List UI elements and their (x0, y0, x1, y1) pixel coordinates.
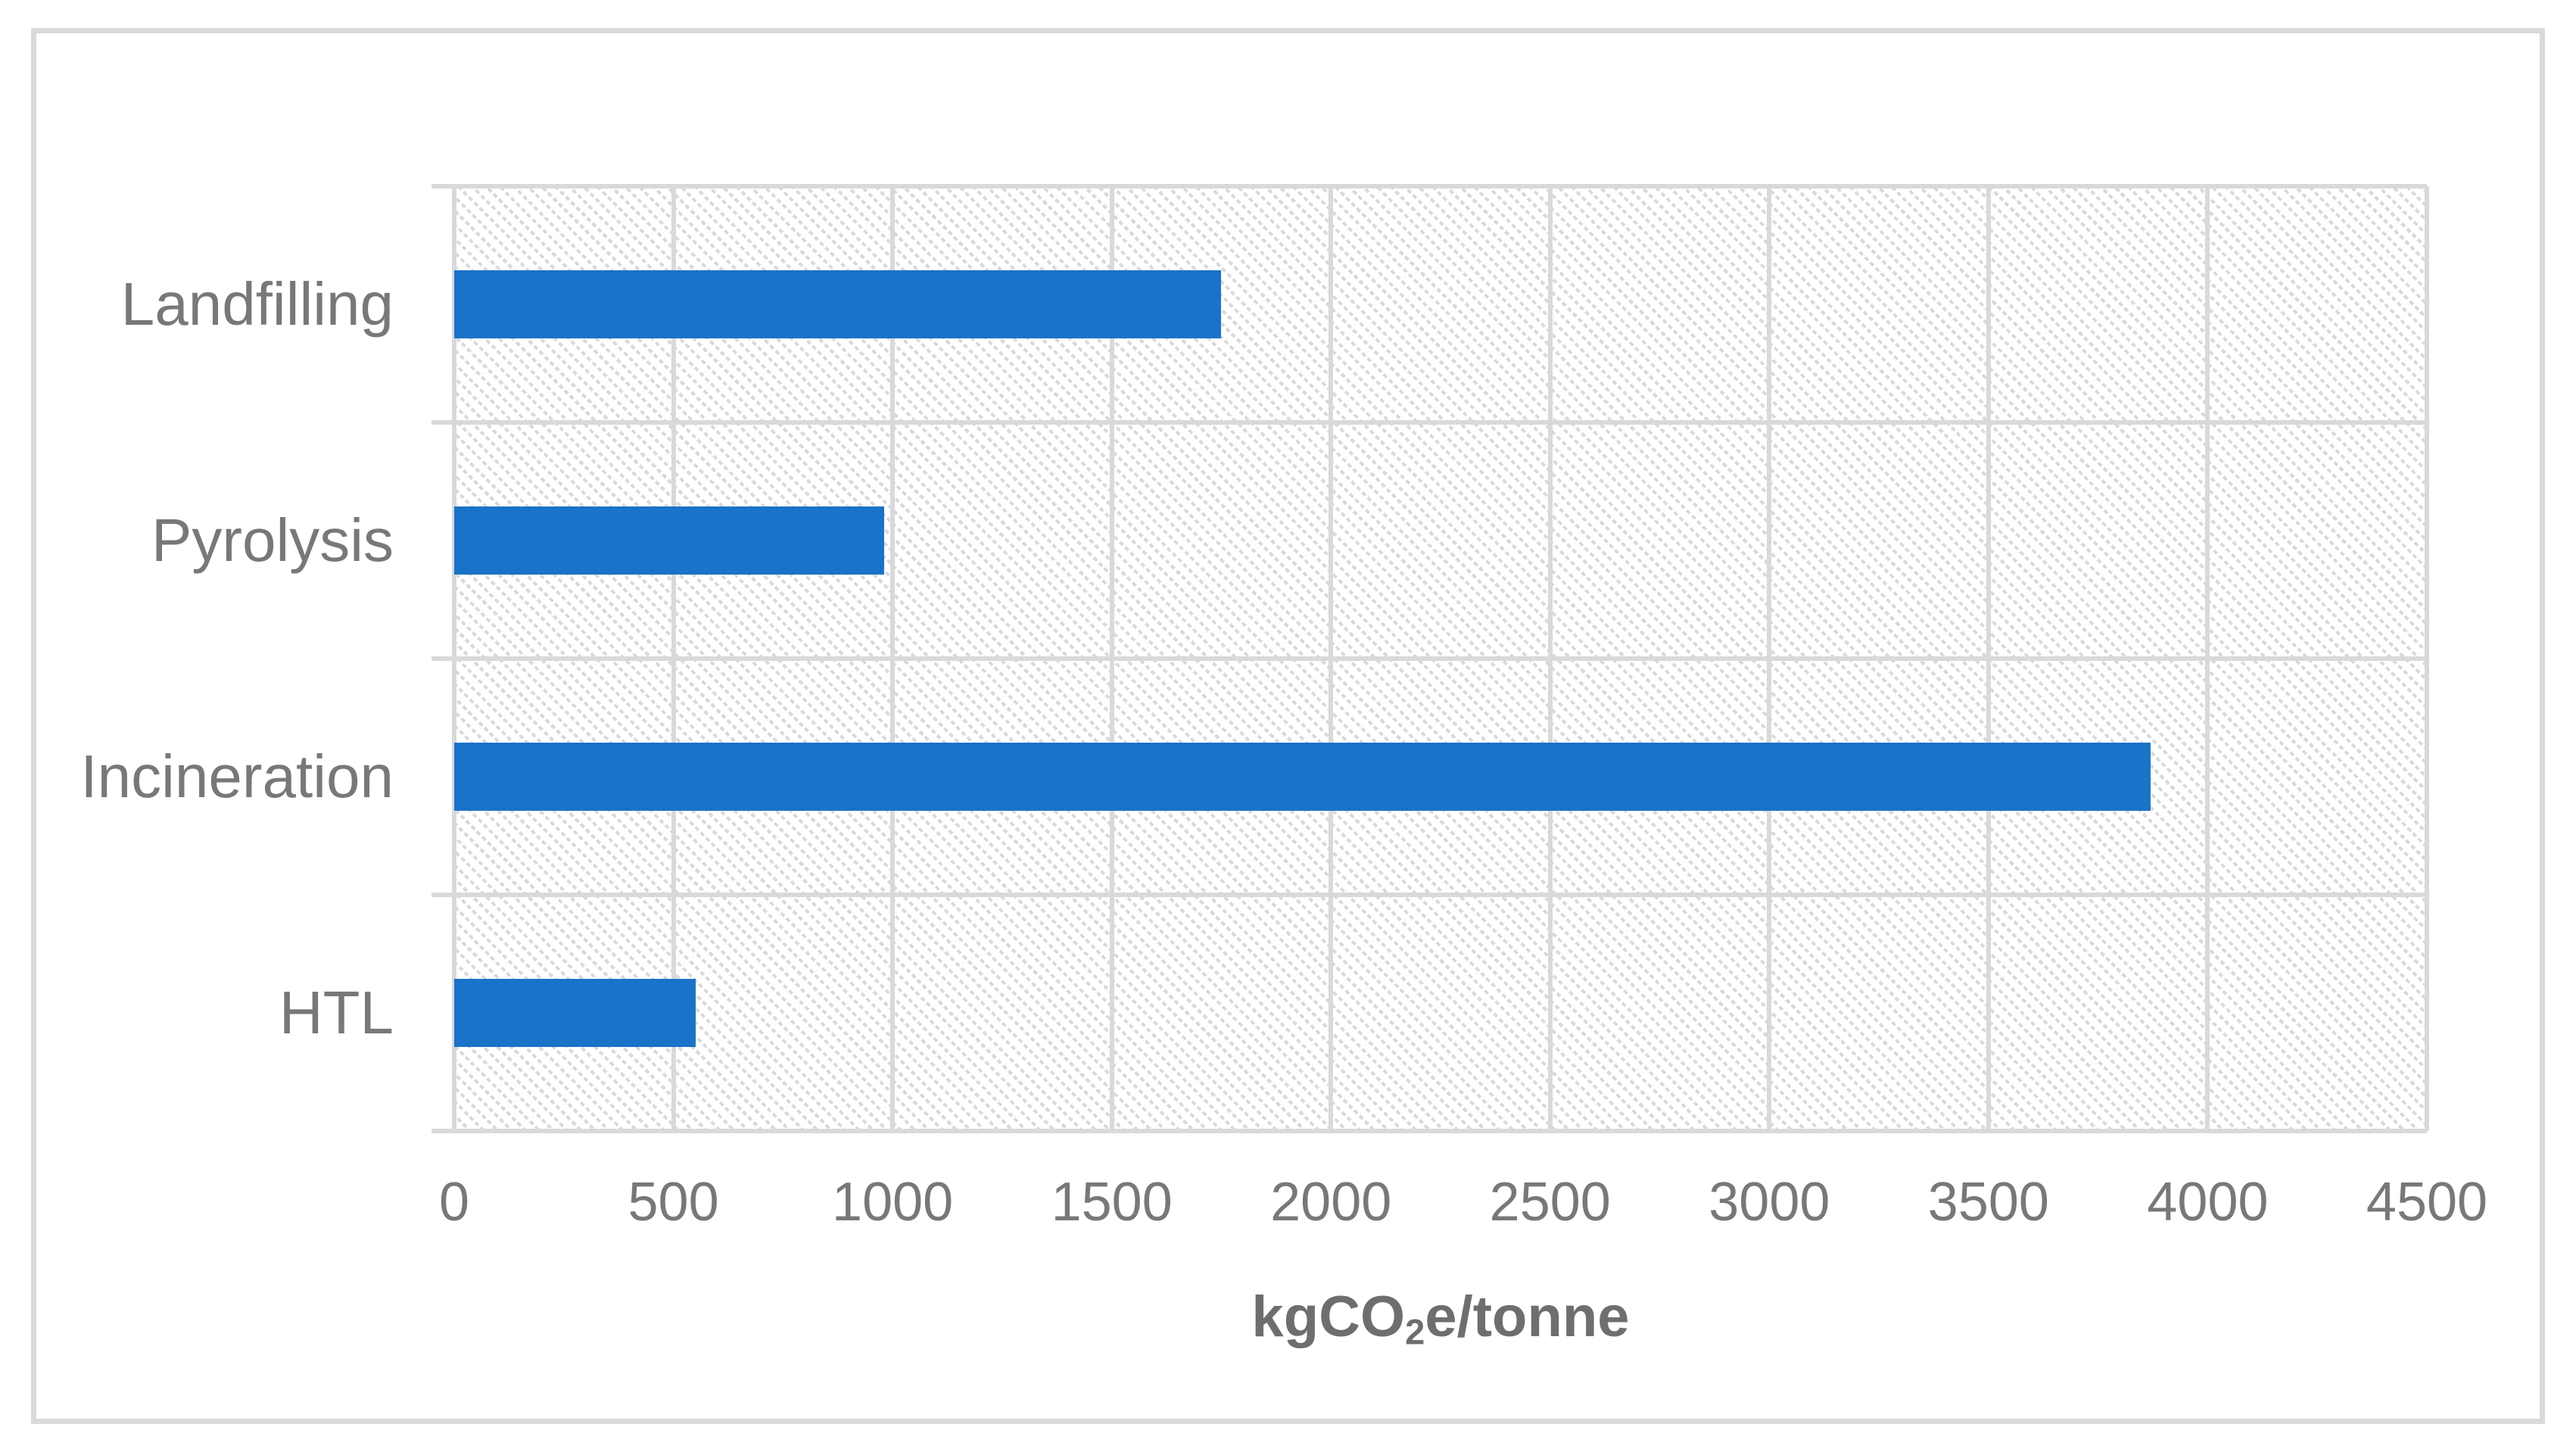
x-axis-title-subscript: 2 (1405, 1311, 1425, 1352)
category-label: Incineration (80, 743, 394, 810)
category-label: HTL (279, 979, 394, 1046)
x-tick-label: 4500 (2366, 1172, 2488, 1232)
horizontal-gridline (431, 1129, 2427, 1133)
x-tick-label: 0 (438, 1172, 470, 1232)
x-tick-label: 1000 (832, 1172, 954, 1232)
horizontal-gridline (431, 656, 2427, 661)
x-axis-title-post: e/tonne (1425, 1285, 1630, 1349)
category-label: Landfilling (120, 270, 394, 338)
plot-area (431, 184, 2429, 1133)
chart-border (31, 28, 2545, 1424)
bar-htl (454, 979, 696, 1047)
bar-landfilling (454, 270, 1222, 338)
x-axis-title: kgCO2e/tonne (454, 1279, 2427, 1369)
vertical-gridline (2425, 186, 2429, 1131)
bar-incineration (454, 743, 2151, 811)
x-tick-label: 3000 (1709, 1172, 1830, 1232)
horizontal-gridline (431, 893, 2427, 897)
x-axis-title-pre: kgCO (1251, 1285, 1406, 1349)
category-label: Pyrolysis (151, 506, 394, 574)
x-tick-label: 4000 (2147, 1172, 2269, 1232)
x-tick-label: 500 (628, 1172, 719, 1232)
horizontal-gridline (431, 184, 2427, 189)
horizontal-gridline (431, 420, 2427, 425)
x-tick-label: 1500 (1051, 1172, 1173, 1232)
bar-pyrolysis (454, 506, 884, 575)
x-tick-label: 2500 (1489, 1172, 1611, 1232)
x-tick-label: 2000 (1270, 1172, 1392, 1232)
x-tick-label: 3500 (1927, 1172, 2049, 1232)
